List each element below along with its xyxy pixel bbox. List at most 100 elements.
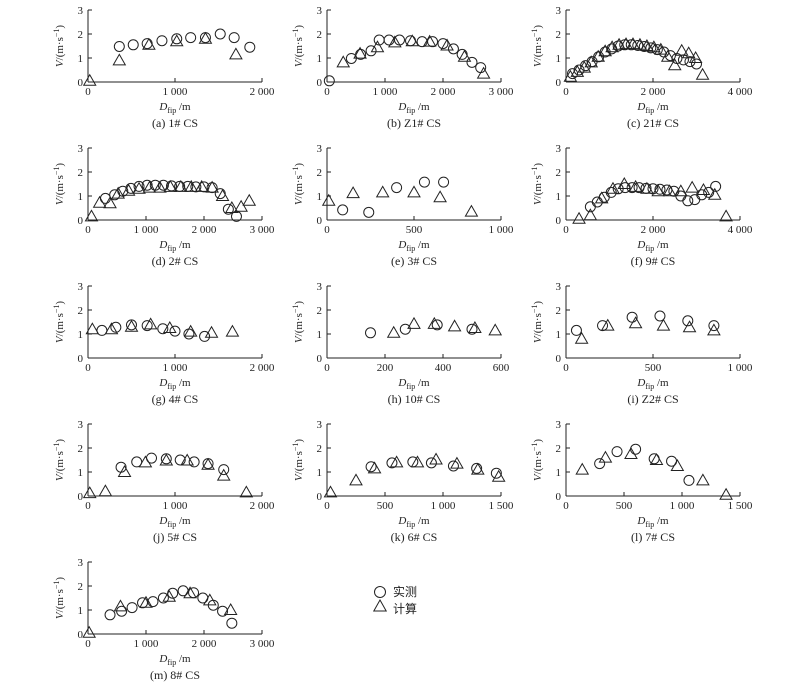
measured-point	[456, 48, 468, 60]
measured-point	[133, 180, 145, 192]
calculated-point	[707, 323, 721, 336]
y-tick-label: 2	[78, 581, 84, 593]
calculated-point	[201, 457, 215, 470]
measured-point	[447, 43, 459, 55]
y-axis-unit: /(m·s	[532, 175, 544, 198]
y-tick-label: 2	[556, 443, 562, 455]
calculated-point	[673, 184, 688, 197]
y-tick-label: 3	[78, 5, 84, 17]
calculated-point	[216, 468, 231, 481]
measured-point	[222, 203, 234, 215]
x-axis-subscript: fip	[406, 520, 415, 529]
y-axis-label: V/(m·s−1)	[291, 25, 305, 67]
x-axis-unit: /m	[176, 377, 191, 389]
y-axis-label: V/(m·s−1)	[530, 301, 544, 343]
panel-caption: (k) 6# CS	[391, 530, 438, 544]
x-tick-label: 0	[85, 500, 91, 512]
measured-point	[438, 176, 450, 188]
calculated-point	[323, 485, 338, 498]
y-tick-label: 0	[78, 491, 84, 503]
measured-point	[230, 210, 242, 222]
measured-point	[147, 596, 159, 608]
calculated-point	[183, 586, 197, 599]
y-axis-symbol: V	[293, 197, 305, 205]
measured-point	[632, 40, 644, 52]
calculated-point	[229, 47, 243, 60]
measured-point	[399, 323, 411, 335]
x-axis-symbol: D	[158, 239, 167, 251]
y-tick-label: 0	[317, 353, 323, 365]
y-axis-symbol: V	[293, 335, 305, 343]
x-axis-unit: /m	[415, 239, 430, 251]
y-axis-unit: /(m·s	[54, 37, 66, 60]
calculated-point	[353, 46, 367, 59]
x-axis-symbol: D	[397, 515, 406, 527]
y-axis-label: V/(m·s−1)	[291, 163, 305, 205]
x-axis-label: Dfip /m	[636, 377, 669, 391]
calculated-point	[82, 486, 97, 499]
y-tick-label: 3	[556, 419, 562, 431]
calculated-point	[223, 602, 238, 615]
measured-point	[619, 182, 631, 194]
x-axis-subscript: fip	[406, 382, 415, 391]
x-tick-label: 600	[493, 362, 510, 374]
x-axis-symbol: D	[636, 377, 645, 389]
x-tick-label: 1 000	[163, 86, 188, 98]
x-axis-label: Dfip /m	[158, 653, 191, 667]
x-tick-label: 0	[324, 500, 330, 512]
measured-point	[633, 182, 645, 194]
y-axis-unit: /(m·s	[532, 37, 544, 60]
calculated-point	[572, 211, 586, 224]
y-tick-label: 2	[556, 29, 562, 41]
x-tick-label: 2 000	[250, 86, 275, 98]
measured-point	[580, 60, 592, 72]
calculated-point	[242, 193, 257, 206]
measured-point	[696, 189, 708, 201]
measured-point	[169, 325, 181, 337]
x-tick-label: 4 000	[728, 86, 753, 98]
calculated-point	[598, 450, 613, 463]
measured-point	[116, 605, 128, 617]
y-axis-unit-close: )	[54, 163, 66, 167]
measured-point	[99, 192, 111, 204]
y-axis-unit-close: )	[532, 301, 544, 305]
measured-point	[683, 474, 695, 486]
x-tick-label: 1 000	[489, 224, 514, 236]
y-tick-label: 2	[556, 167, 562, 179]
x-axis-symbol: D	[397, 101, 406, 113]
calculated-point	[103, 196, 117, 209]
calculated-point	[433, 190, 447, 203]
measured-point	[599, 46, 611, 58]
measured-point	[166, 180, 178, 192]
y-axis-label: V/(m·s−1)	[530, 163, 544, 205]
measured-point	[437, 38, 449, 50]
x-tick-label: 3 000	[489, 86, 514, 98]
y-axis-unit-close: )	[54, 301, 66, 305]
y-axis-unit: /(m·s	[293, 313, 305, 336]
y-axis-symbol: V	[54, 59, 66, 67]
measured-point	[188, 456, 200, 468]
y-tick-label: 3	[556, 281, 562, 293]
x-tick-label: 0	[85, 638, 91, 650]
panel-caption: (c) 21# CS	[627, 116, 679, 130]
measured-point	[157, 592, 169, 604]
x-axis-unit: /m	[654, 101, 669, 113]
x-axis-symbol: D	[636, 101, 645, 113]
measured-point	[427, 36, 439, 48]
measured-point	[127, 39, 139, 51]
y-axis-unit-exponent: −1	[530, 29, 539, 38]
y-tick-label: 0	[556, 353, 562, 365]
measured-point	[167, 587, 179, 599]
measured-point	[183, 328, 195, 340]
y-tick-label: 3	[78, 557, 84, 569]
y-tick-label: 1	[317, 467, 323, 479]
panel-caption: (j) 5# CS	[153, 530, 197, 544]
x-tick-label: 1 500	[728, 500, 753, 512]
y-axis-symbol: V	[293, 473, 305, 481]
x-tick-label: 2 000	[250, 500, 275, 512]
